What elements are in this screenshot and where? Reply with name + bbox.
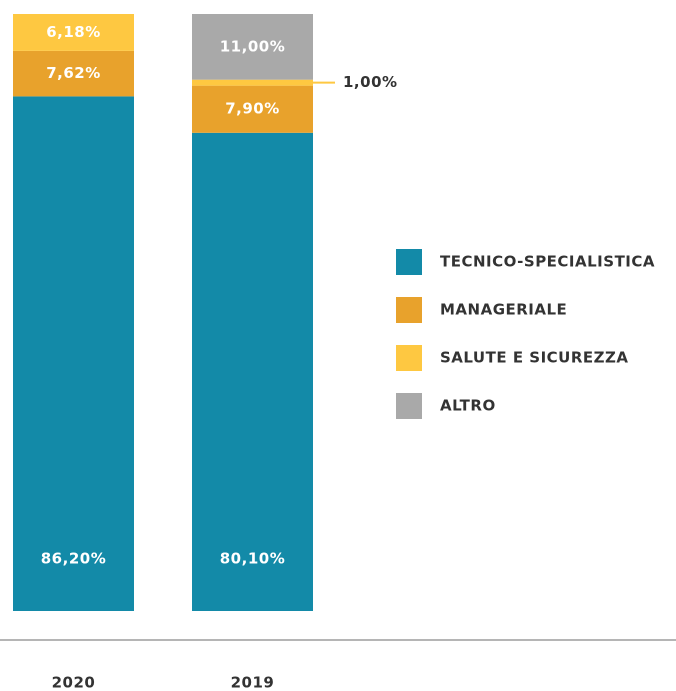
legend-swatch <box>396 345 422 371</box>
legend-swatch <box>396 393 422 419</box>
data-label: 86,20% <box>41 550 106 568</box>
x-tick-label: 2020 <box>52 674 96 691</box>
data-label: 1,00% <box>343 73 398 91</box>
legend-swatch <box>396 297 422 323</box>
data-label: 7,90% <box>225 100 280 118</box>
legend-label: TECNICO-SPECIALISTICA <box>440 253 655 271</box>
data-label: 6,18% <box>46 23 101 41</box>
data-label: 80,10% <box>220 550 285 568</box>
legend-label: MANAGERIALE <box>440 301 567 319</box>
legend-label: SALUTE E SICUREZZA <box>440 349 629 367</box>
bar-segment <box>192 14 313 80</box>
data-label: 11,00% <box>220 37 285 55</box>
bar-segment <box>13 14 134 51</box>
legend-label: ALTRO <box>440 397 496 415</box>
data-label: 7,62% <box>46 64 101 82</box>
bar-segment <box>192 132 313 612</box>
bar-segment <box>192 85 313 133</box>
bar-segment <box>192 79 313 86</box>
x-tick-label: 2019 <box>231 674 275 691</box>
bar-segment <box>13 96 134 612</box>
legend-swatch <box>396 249 422 275</box>
bar-segment <box>13 50 134 97</box>
